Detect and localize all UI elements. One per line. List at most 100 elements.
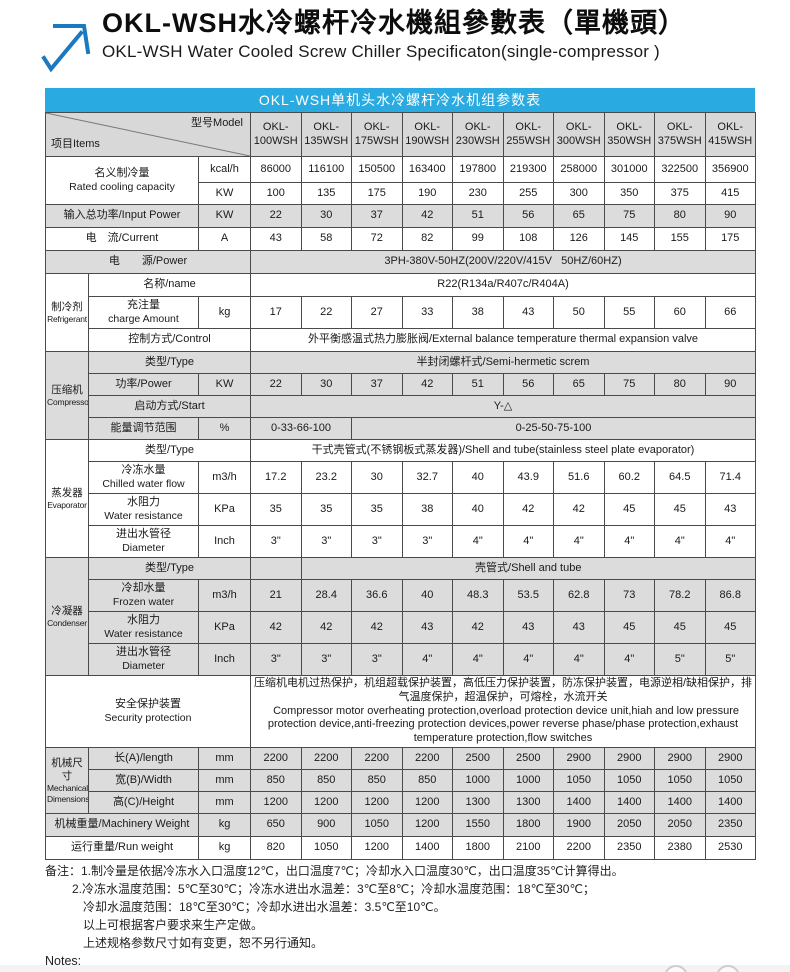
value-cell: 2050 — [603, 813, 655, 837]
value-cell: 22 — [250, 204, 302, 228]
value-cell: 1050 — [704, 769, 756, 792]
value-cell: 62.8 — [553, 579, 605, 612]
row-condenser-flow: 冷却水量 Frozen water m3/h 21 28.4 36.6 40 48.3 5… — [46, 579, 756, 612]
value-cell: 650 — [250, 813, 302, 837]
value-cell: 17.2 — [250, 461, 302, 494]
value-cell: 35 — [250, 493, 302, 526]
value-cell: 0-25-50-75-100 — [351, 417, 756, 440]
value-cell: 外平衡感温式热力膨胀阀/External balance temperature… — [250, 328, 756, 352]
value-cell: 42 — [502, 493, 554, 526]
notes-en-label: Notes: — [45, 954, 82, 968]
corner-cell: 项目Items 型号Model — [45, 112, 251, 157]
value-cell: 90 — [704, 204, 756, 228]
value-cell: 150500 — [351, 156, 403, 183]
note-line: 2.冷冻水温度范围：5℃至30℃；冷冻水进出水温差：3℃至8℃；冷却水温度范围：… — [72, 882, 595, 896]
value-cell: 30 — [300, 373, 352, 396]
note-line: 上述规格参数尺寸如有变更，恕不另行通知。 — [83, 936, 324, 950]
row-label: 启动方式/Start — [88, 395, 251, 418]
value-cell: 38 — [401, 493, 453, 526]
value-cell: 4" — [553, 525, 605, 558]
security-text-cn: 压缩机电机过热保护，机组超载保护装置，高低压力保护装置，防冻保护装置，电源逆相/… — [253, 677, 753, 703]
row-evaporator-resistance: 水阻力 Water resistance KPa 35 35 35 38 40 42 42 4… — [46, 493, 756, 526]
value-cell: 2050 — [654, 813, 706, 837]
value-cell: 43.9 — [502, 461, 554, 494]
value-cell: 2380 — [654, 836, 706, 860]
value-cell: 37 — [351, 204, 403, 228]
value-cell: 2500 — [452, 747, 504, 770]
value-cell: 53.5 — [502, 579, 554, 612]
value-cell: 3" — [300, 525, 352, 558]
page-subtitle: OKL-WSH Water Cooled Screw Chiller Speci… — [102, 42, 660, 61]
value-cell: 37 — [351, 373, 403, 396]
value-cell: 301000 — [603, 156, 655, 183]
value-cell: 22 — [250, 373, 302, 396]
row-evaporator-flow: 冷冻水量 Chilled water flow m3/h 17.2 23.2 30 3… — [46, 461, 756, 494]
value-cell: 126 — [553, 227, 605, 251]
value-cell: 850 — [351, 769, 403, 792]
unit-cell: A — [198, 227, 251, 251]
value-cell: 850 — [250, 769, 302, 792]
row-label: 控制方式/Control — [88, 328, 251, 352]
value-cell: 43 — [553, 611, 605, 644]
row-power-source: 电 源/Power 3PH-380V-50HZ(200V/220V/415V 5… — [45, 250, 756, 274]
value-cell: 65 — [553, 204, 605, 228]
value-cell: 4" — [502, 525, 554, 558]
value-cell: 60 — [654, 296, 706, 329]
value-cell: 82 — [401, 227, 453, 251]
value-cell: 2200 — [553, 836, 605, 860]
value-cell: 3" — [250, 525, 302, 558]
value-cell: 3" — [351, 643, 403, 676]
value-cell: 22 — [300, 296, 352, 329]
value-cell: 1400 — [603, 791, 655, 814]
value-cell: 30 — [300, 204, 352, 228]
value-cell: 2200 — [300, 747, 352, 770]
unit-cell: KW — [198, 182, 251, 205]
value-cell: 35 — [351, 493, 403, 526]
value-cell: 135 — [300, 182, 352, 205]
value-cell: 175 — [704, 227, 756, 251]
value-cell: 1200 — [351, 791, 403, 814]
value-cell: 42 — [300, 611, 352, 644]
diagonal-divider — [46, 113, 250, 156]
unit-cell: kcal/h — [198, 156, 251, 183]
note-line: 冷却水温度范围：18℃至30℃；冷却水进出水温差：3.5℃至10℃。 — [83, 900, 446, 914]
value-cell: 1050 — [553, 769, 605, 792]
value-cell: 1800 — [502, 813, 554, 837]
value-cell: 116100 — [300, 156, 352, 183]
value-cell: 1050 — [654, 769, 706, 792]
value-cell: 壳管式/Shell and tube — [300, 557, 756, 580]
row-label: 高(C)/Height — [88, 791, 199, 814]
row-label: 名称/name — [88, 273, 251, 297]
value-cell: 21 — [250, 579, 302, 612]
security-text-cell: 压缩机电机过热保护，机组超载保护装置，高低压力保护装置，防冻保护装置，电源逆相/… — [250, 675, 756, 748]
value-cell: 5" — [704, 643, 756, 676]
row-evaporator-diameter: 进出水管径 Diameter Inch 3" 3" 3" 3" 4" 4" 4" 4" 4" 4" — [46, 525, 756, 558]
group-label-evaporator: 蒸发器 Evaporator — [45, 439, 89, 558]
unit-cell: KW — [198, 373, 251, 396]
note-line: 备注：1.制冷量是依据冷冻水入口温度12℃，出口温度7℃；冷却水入口温度30℃，… — [45, 864, 624, 878]
row-label: 输入总功率/Input Power — [45, 204, 199, 228]
spec-table: 项目Items 型号Model OKL-100WSH OKL-135WSH OKL-… — [45, 112, 756, 860]
value-cell: 1050 — [603, 769, 655, 792]
value-cell: 0-33-66-100 — [250, 417, 352, 440]
value-cell: 4" — [502, 643, 554, 676]
row-label: 电 流/Current — [45, 227, 199, 251]
value-cell: 48.3 — [452, 579, 504, 612]
value-cell: 4" — [452, 525, 504, 558]
empty-cell — [250, 557, 302, 580]
model-header-cell: OKL-350WSH — [603, 112, 655, 157]
value-cell: 1200 — [401, 791, 453, 814]
unit-cell: kg — [198, 836, 251, 860]
value-cell: 1300 — [452, 791, 504, 814]
value-cell: 1000 — [502, 769, 554, 792]
value-cell: 42 — [401, 204, 453, 228]
value-cell: 42 — [401, 373, 453, 396]
unit-cell: m3/h — [198, 579, 251, 612]
value-cell: 230 — [452, 182, 504, 205]
row-label: 运行重量/Run weight — [45, 836, 199, 860]
value-cell: 197800 — [452, 156, 504, 183]
value-cell: 2900 — [553, 747, 605, 770]
value-cell: 45 — [654, 611, 706, 644]
value-cell: 850 — [300, 769, 352, 792]
